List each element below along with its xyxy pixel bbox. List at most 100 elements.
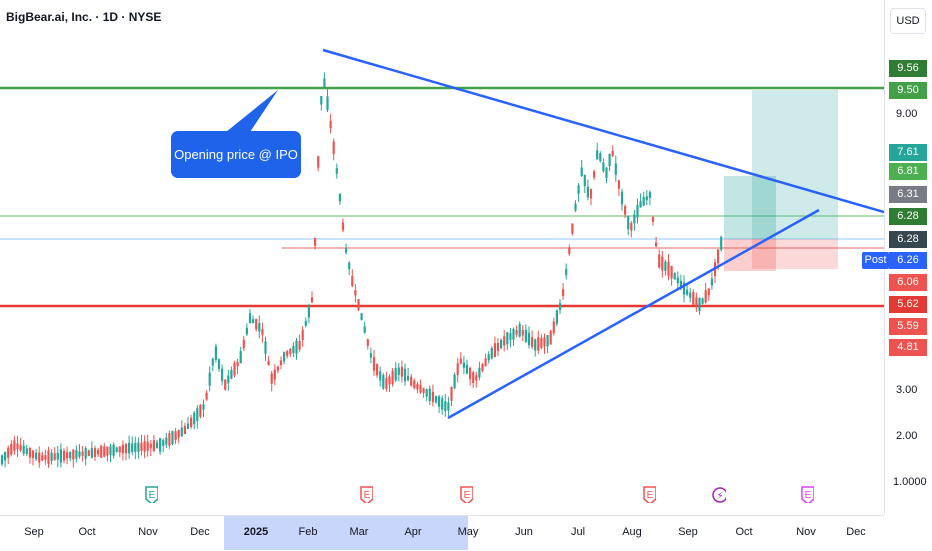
long-stop-zone-1[interactable] [752, 239, 838, 269]
candle-body [131, 443, 134, 453]
symbol-title[interactable]: BigBear.ai, Inc. · 1D · NYSE [6, 10, 162, 24]
earnings-icon[interactable]: E [459, 485, 473, 503]
candle-body [428, 388, 431, 402]
price-tick: 2.00 [896, 430, 918, 442]
candle-body [593, 171, 596, 178]
candle-body [286, 351, 289, 356]
earnings-icon[interactable]: E [642, 485, 656, 503]
long-stop-zone-2[interactable] [724, 239, 776, 271]
candle-body [462, 362, 465, 368]
candle-body [292, 345, 295, 353]
candle-body [639, 201, 642, 208]
candle-body [565, 268, 568, 276]
candle-body [633, 214, 636, 224]
candle-body [236, 361, 239, 367]
time-label: Oct [735, 526, 753, 538]
candle-body [93, 448, 97, 457]
candle-body [614, 163, 617, 175]
callout-pointer [226, 90, 278, 132]
candle-body [636, 204, 639, 218]
candle-body [484, 358, 487, 367]
time-axis[interactable] [0, 515, 884, 551]
candle-body [419, 384, 422, 393]
candle-body [140, 442, 143, 452]
price-label: 5.59 [889, 318, 927, 335]
candle-body [264, 341, 267, 354]
candle-body [152, 440, 155, 451]
currency-button[interactable]: USD [890, 8, 926, 34]
dividend-flash-icon[interactable]: ⚡ [712, 485, 726, 503]
candle-body [692, 291, 695, 305]
time-label: Mar [349, 526, 369, 538]
long-target-zone-2[interactable] [724, 176, 776, 239]
candle-body [400, 367, 403, 377]
candle-body [552, 321, 555, 334]
candle-body [586, 186, 589, 198]
candle-body [416, 383, 419, 390]
candle-body [605, 167, 608, 179]
ipo-callout[interactable]: Opening price @ IPO [171, 131, 301, 178]
candle-body [109, 446, 112, 455]
candle-body [186, 423, 190, 429]
candle-body [664, 261, 667, 271]
candle-body [583, 174, 586, 187]
candle-body [620, 191, 624, 205]
candle-body [211, 358, 214, 366]
earnings-icon[interactable]: E [800, 485, 814, 503]
candle-body [670, 265, 673, 279]
long-target-zone-1[interactable] [752, 90, 838, 239]
descending-trendline[interactable] [322, 48, 884, 214]
candle-body [41, 455, 44, 461]
candle-body [704, 290, 707, 303]
price-chart[interactable] [0, 0, 884, 515]
time-label: 2025 [243, 526, 269, 538]
candle-body [38, 452, 41, 463]
candle-body [90, 448, 93, 458]
candle-body [245, 327, 248, 335]
candle-body [44, 455, 47, 460]
candle-body [506, 332, 509, 345]
time-label: May [457, 526, 479, 538]
candle-body [695, 297, 698, 306]
candle-body [168, 433, 171, 446]
candle-body [351, 275, 354, 287]
time-label: Nov [138, 526, 158, 538]
candle-body [28, 448, 31, 458]
candle-body [661, 256, 664, 271]
candle-body [431, 391, 434, 403]
earnings-icon[interactable]: E [144, 485, 158, 503]
candle-body [379, 371, 382, 381]
earnings-icon[interactable]: E [359, 485, 373, 503]
candle-body [314, 237, 317, 246]
candle-body [527, 332, 531, 346]
candle-body [233, 362, 236, 376]
candle-body [202, 404, 205, 410]
candle-body [255, 319, 258, 330]
candle-body [438, 396, 441, 407]
candle-body [391, 370, 394, 385]
candle-body [354, 290, 357, 296]
candle-body [112, 444, 115, 456]
candle-body [174, 431, 177, 441]
candle-body [50, 452, 53, 462]
price-label: 5.62 [889, 296, 927, 313]
candle-body [143, 441, 146, 452]
candle-body [478, 367, 481, 378]
candle-body [472, 372, 475, 383]
candle-body [59, 449, 62, 463]
candle-body [698, 297, 701, 312]
candle-body [682, 282, 686, 295]
price-tick: 1.0000 [893, 476, 927, 488]
candle-body [667, 261, 670, 276]
candle-body [78, 451, 81, 457]
candle-body [369, 353, 372, 358]
candle-body [360, 313, 363, 321]
ascending-trendline[interactable] [447, 208, 820, 420]
candle-body [75, 450, 78, 459]
price-label: 6.26 [889, 252, 927, 269]
candle-body [403, 368, 407, 382]
candle-body [608, 153, 611, 167]
candle-body [196, 408, 199, 422]
time-label: Jul [570, 526, 586, 538]
